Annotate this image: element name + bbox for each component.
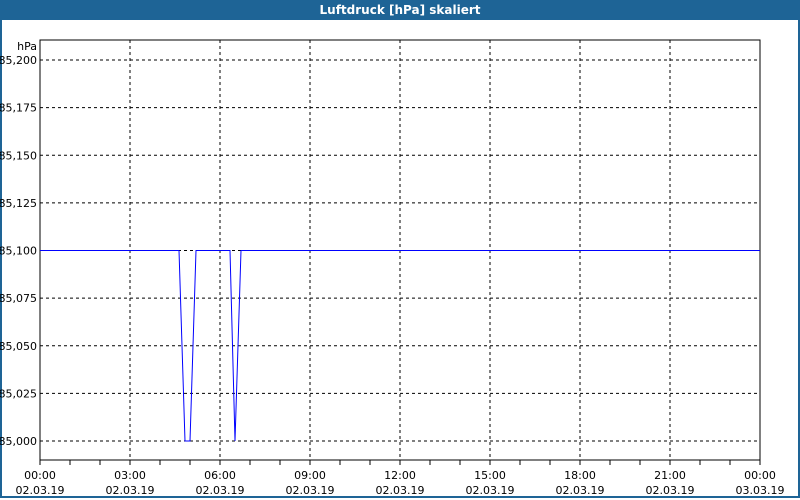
x-tick-time: 12:00 (384, 469, 416, 482)
y-tick-label: 985,075 (0, 292, 37, 305)
y-tick-label: 985,150 (0, 149, 37, 162)
x-tick-time: 00:00 (744, 469, 776, 482)
x-tick-time: 15:00 (474, 469, 506, 482)
x-tick-date: 02.03.19 (286, 484, 335, 497)
x-tick-time: 21:00 (654, 469, 686, 482)
series-line (40, 250, 760, 442)
x-tick-time: 00:00 (24, 469, 56, 482)
x-tick-date: 02.03.19 (196, 484, 245, 497)
x-tick-time: 06:00 (204, 469, 236, 482)
x-tick-date: 02.03.19 (376, 484, 425, 497)
x-tick-date: 03.03.19 (736, 484, 785, 497)
x-tick-time: 18:00 (564, 469, 596, 482)
x-tick-date: 02.03.19 (16, 484, 65, 497)
x-tick-date: 02.03.19 (556, 484, 605, 497)
y-tick-label: 985,025 (0, 387, 37, 400)
y-axis-label: hPa (17, 40, 37, 53)
x-tick-date: 02.03.19 (646, 484, 695, 497)
y-tick-label: 985,100 (0, 245, 37, 258)
y-tick-label: 985,200 (0, 54, 37, 67)
y-tick-label: 985,000 (0, 435, 37, 448)
x-tick-date: 02.03.19 (466, 484, 515, 497)
x-tick-time: 09:00 (294, 469, 326, 482)
x-tick-date: 02.03.19 (106, 484, 155, 497)
y-tick-label: 985,125 (0, 197, 37, 210)
y-tick-label: 985,050 (0, 340, 37, 353)
chart-title: Luftdruck [hPa] skaliert (0, 0, 800, 20)
y-tick-label: 985,175 (0, 102, 37, 115)
x-tick-time: 03:00 (114, 469, 146, 482)
